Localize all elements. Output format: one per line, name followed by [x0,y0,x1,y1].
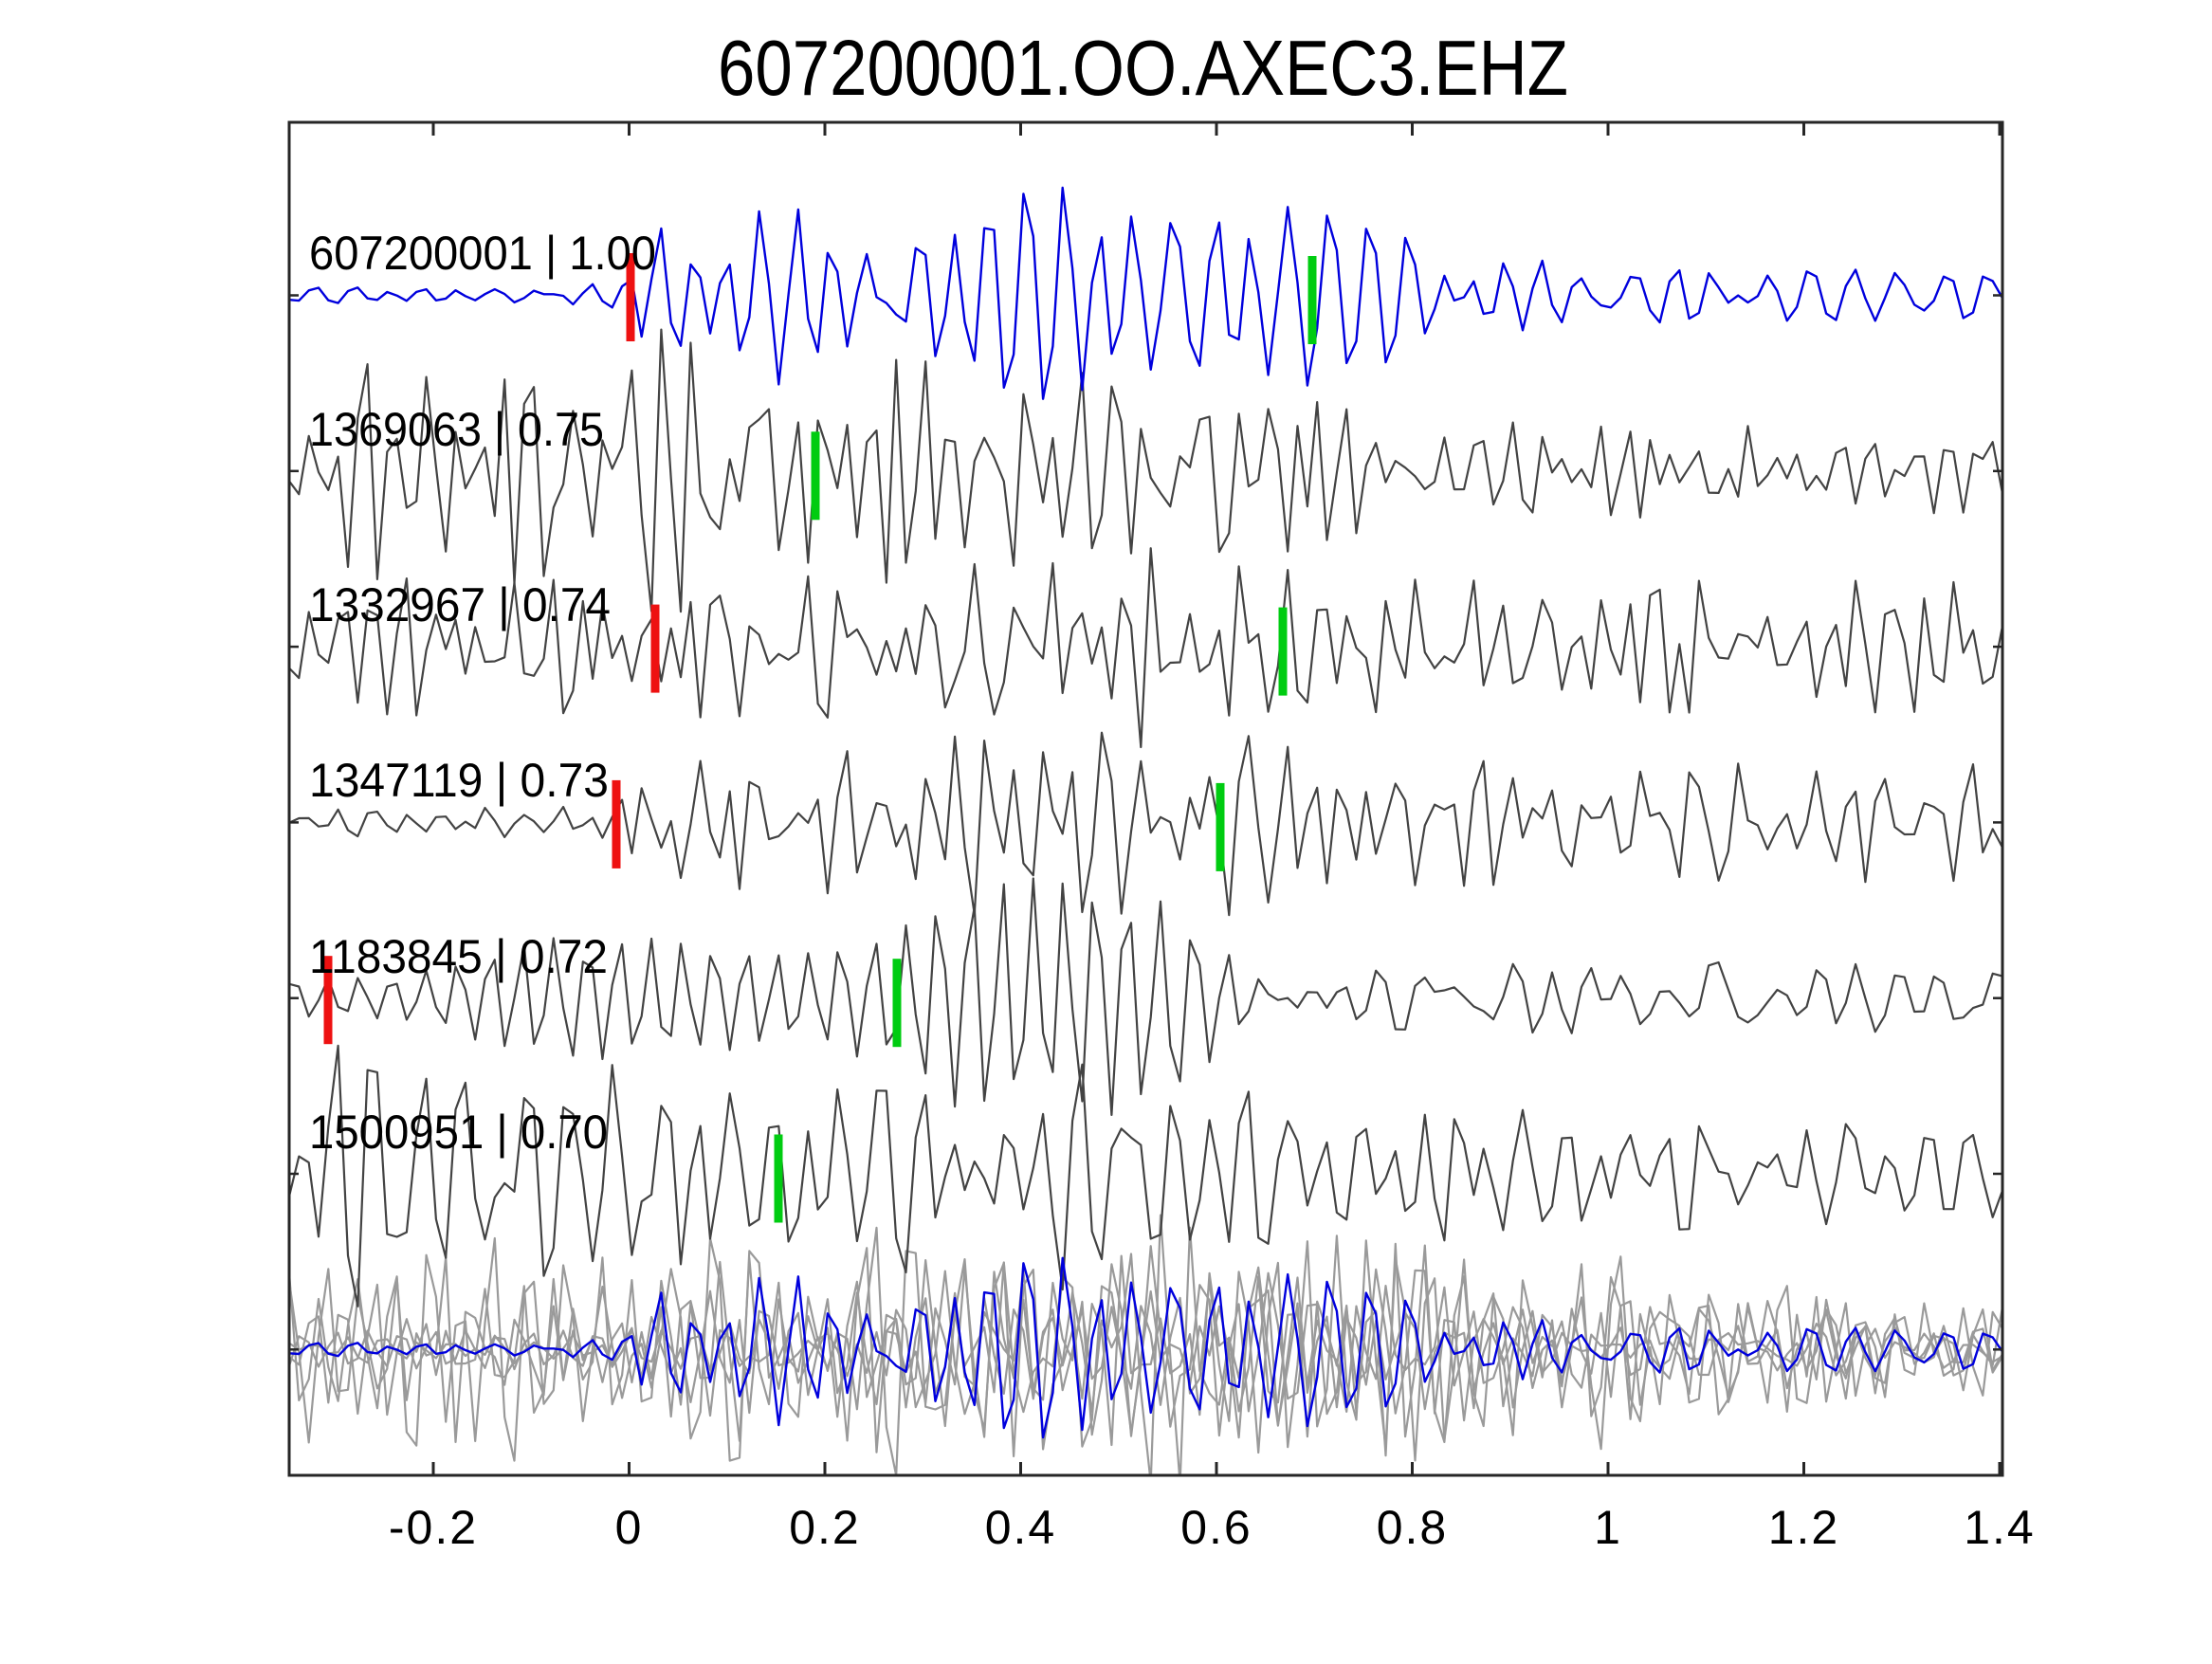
svg-text:0.2: 0.2 [789,1501,861,1554]
svg-text:0.4: 0.4 [985,1501,1057,1554]
svg-text:0.8: 0.8 [1377,1501,1449,1554]
svg-text:1.4: 1.4 [1964,1501,2036,1554]
svg-text:1: 1 [1594,1501,1622,1554]
svg-text:-0.2: -0.2 [389,1501,478,1554]
svg-text:1332967 | 0.74: 1332967 | 0.74 [309,578,611,631]
svg-text:1183845 | 0.72: 1183845 | 0.72 [309,930,608,983]
svg-text:0: 0 [615,1501,644,1554]
svg-text:1.2: 1.2 [1768,1501,1840,1554]
svg-text:607200001 | 1.00: 607200001 | 1.00 [309,227,656,280]
svg-text:1500951 | 0.70: 1500951 | 0.70 [309,1106,608,1159]
svg-text:607200001.OO.AXEC3.EHZ: 607200001.OO.AXEC3.EHZ [718,24,1568,112]
svg-text:0.6: 0.6 [1180,1501,1252,1554]
svg-text:1369063 | 0.75: 1369063 | 0.75 [309,403,604,456]
svg-text:1347119 | 0.73: 1347119 | 0.73 [309,754,609,807]
